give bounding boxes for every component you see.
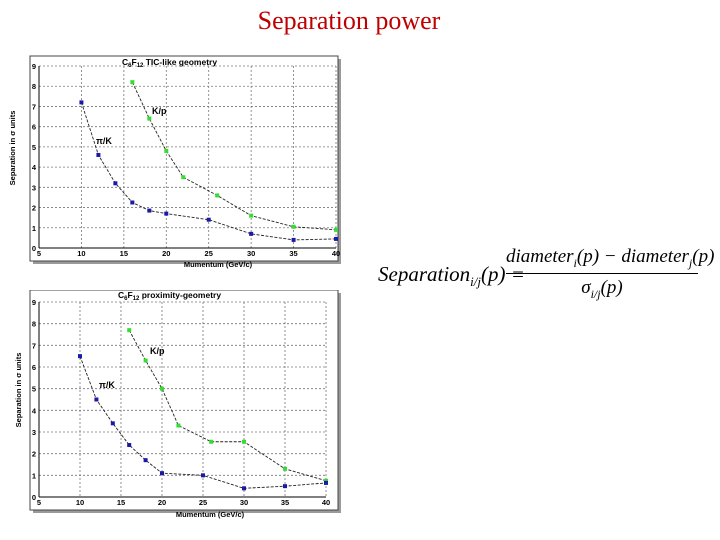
data-point (127, 443, 132, 447)
data-point (249, 231, 254, 236)
data-point (96, 152, 101, 157)
x-tick-label: 10 (77, 249, 85, 258)
data-point (242, 439, 246, 444)
x-axis-label: Mumentum (GeV/c) (176, 510, 245, 519)
data-point (143, 358, 148, 363)
series-line (81, 102, 337, 241)
formula-denominator: σi/j(p) (581, 276, 623, 301)
series-label: K/p (152, 106, 167, 116)
y-axis-label: Separation in σ units (14, 353, 23, 428)
series-label: π/K (96, 136, 112, 146)
separation-formula: Separationi/j(p) = diameteri(p) − diamet… (378, 246, 715, 310)
x-tick-label: 35 (281, 498, 289, 507)
chart-title: C6F12 proximity-geometry (118, 290, 221, 302)
plot-frame (29, 290, 339, 511)
y-tick-label: 2 (32, 450, 36, 459)
x-tick-label: 25 (205, 249, 213, 258)
data-point (209, 439, 214, 444)
y-tick-label: 1 (32, 471, 36, 480)
data-point (130, 80, 135, 85)
x-tick-label: 30 (247, 249, 255, 258)
chart-title: C6F12 TIC-like geometry (122, 57, 217, 69)
y-tick-label: 7 (32, 102, 36, 111)
x-tick-label: 30 (240, 498, 248, 507)
x-tick-label: 40 (332, 249, 340, 258)
y-tick-label: 6 (32, 123, 36, 132)
data-point (324, 480, 328, 485)
data-point (113, 181, 118, 186)
x-tick-label: 20 (158, 498, 166, 507)
data-point (160, 386, 164, 391)
series-line (79, 356, 327, 489)
data-point (110, 421, 115, 426)
data-point (164, 148, 169, 153)
x-axis-label: Mumentum (GeV/c) (184, 260, 253, 269)
y-tick-label: 7 (32, 341, 36, 350)
y-tick-label: 8 (32, 82, 36, 91)
series-label: π/K (99, 380, 115, 390)
x-tick-label: 5 (37, 498, 41, 507)
data-point (78, 354, 82, 359)
data-point (143, 458, 148, 463)
chart-proximity: 5 10 15 20 25 30 35 40 0 1 2 3 4 5 6 7 8 9 C6F12 proximity… (14, 290, 341, 519)
x-tick-label: 35 (289, 249, 297, 258)
data-point (249, 213, 254, 218)
data-point (147, 208, 152, 213)
formula-fraction: diameteri(p) − diameterj(p) σi/j(p) (506, 246, 715, 302)
formula-numerator: diameteri(p) − diameterj(p) (506, 246, 715, 270)
x-tick-label: 20 (162, 249, 170, 258)
data-point (334, 227, 338, 232)
data-point (215, 193, 220, 198)
x-tick-label: 10 (76, 498, 84, 507)
data-point (94, 397, 99, 402)
data-point (206, 217, 211, 222)
y-tick-label: 9 (32, 62, 36, 71)
y-tick-label: 1 (32, 224, 36, 233)
plot-frame (29, 55, 339, 262)
series-line (131, 81, 337, 231)
data-point (283, 484, 287, 489)
data-point (181, 175, 186, 180)
data-point (201, 473, 205, 478)
x-tick-label: 25 (199, 498, 207, 507)
data-point (79, 100, 84, 105)
y-tick-label: 5 (32, 143, 36, 152)
data-point (176, 423, 181, 428)
data-point (291, 224, 296, 229)
y-tick-label: 4 (32, 163, 37, 172)
data-point (334, 236, 338, 241)
y-tick-label: 6 (32, 363, 36, 372)
series-line (128, 329, 327, 482)
chart-tic-like: 5 10 15 20 25 30 35 40 0 1 2 3 4 5 6 7 8 9 C6F12 TIC-like … (8, 55, 341, 269)
fraction-bar (506, 272, 698, 274)
y-tick-label: 0 (32, 493, 36, 502)
data-point (160, 471, 164, 476)
page-title: Separation power (257, 6, 441, 35)
y-tick-label: 0 (32, 244, 36, 253)
y-tick-label: 2 (32, 204, 36, 213)
data-point (291, 237, 296, 242)
data-point (324, 478, 328, 483)
y-tick-label: 5 (32, 385, 36, 394)
x-tick-label: 40 (322, 498, 330, 507)
series-label: K/p (150, 346, 165, 356)
y-tick-label: 4 (32, 406, 37, 415)
x-tick-label: 5 (37, 249, 41, 258)
x-tick-label: 15 (120, 249, 128, 258)
data-point (130, 200, 135, 205)
y-tick-label: 8 (32, 320, 36, 329)
y-tick-label: 3 (32, 428, 36, 437)
data-point (127, 328, 132, 333)
y-tick-label: 3 (32, 183, 36, 192)
x-tick-label: 15 (117, 498, 125, 507)
y-tick-label: 9 (32, 298, 36, 307)
data-point (147, 116, 152, 121)
data-point (242, 486, 246, 491)
formula-lhs: Separationi/j(p) = (378, 262, 525, 290)
y-axis-label: Separation in σ units (8, 111, 17, 186)
data-point (164, 211, 169, 216)
data-point (283, 466, 287, 471)
